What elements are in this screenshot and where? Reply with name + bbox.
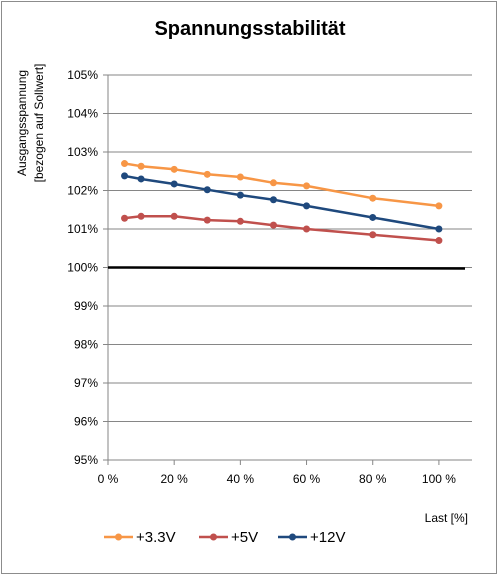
legend-item-12v: +12V: [278, 529, 345, 546]
y-tick-label: 102%: [67, 184, 98, 198]
data-point-33v: [435, 202, 443, 210]
data-point-33v: [170, 165, 178, 173]
data-point-33v: [203, 170, 211, 178]
legend-label: +5V: [231, 529, 258, 546]
series-5v: [121, 212, 443, 245]
x-tick-label: 40 %: [227, 472, 255, 486]
x-tick-label: 100 %: [422, 472, 456, 486]
x-tick-labels: 0 % 20 % 40 % 60 % 80 % 100 %: [98, 460, 456, 486]
data-point-5v: [369, 231, 377, 239]
y-tick-labels: 95% 96% 97% 98% 99% 100% 101% 102% 103% 104% 105%: [67, 68, 98, 467]
data-point-33v: [369, 194, 377, 202]
x-tick-label: 80 %: [359, 472, 387, 486]
data-point-12v: [170, 180, 178, 188]
reference-line-100: [107, 266, 466, 270]
y-tick-label: 96%: [74, 415, 98, 429]
data-point-33v: [269, 179, 277, 187]
gridlines: [108, 74, 472, 422]
y-tick-label: 104%: [67, 107, 98, 121]
y-axis-label-line-2: [bezogen auf Sollwert]: [32, 64, 46, 183]
y-axis-label-line-1: Ausgangsspannung: [15, 70, 29, 176]
y-tick-label: 103%: [67, 145, 98, 159]
y-tick-label: 98%: [74, 338, 98, 352]
x-tick-label: 0 %: [98, 472, 119, 486]
y-tick-label: 99%: [74, 299, 98, 313]
data-point-5v: [137, 212, 145, 220]
data-point-33v: [236, 173, 244, 181]
data-point-12v: [269, 196, 277, 204]
data-point-5v: [269, 221, 277, 229]
y-tick-label: 95%: [74, 453, 98, 467]
reference-line: [107, 266, 466, 270]
data-point-12v: [137, 175, 145, 183]
data-point-5v: [170, 212, 178, 220]
y-tick-label: 105%: [67, 68, 98, 82]
legend-item-5v: +5V: [199, 529, 258, 546]
data-point-12v: [236, 191, 244, 199]
series-12v: [121, 172, 443, 233]
legend: +3.3V +5V +12V: [104, 529, 345, 546]
data-point-5v: [236, 217, 244, 225]
data-point-33v: [303, 182, 311, 190]
data-point-33v: [121, 160, 129, 168]
data-point-5v: [121, 214, 129, 222]
x-axis-label: Last [%]: [425, 511, 468, 525]
x-tick-label: 60 %: [293, 472, 321, 486]
series-33v: [121, 160, 443, 210]
legend-label: +12V: [310, 529, 345, 546]
y-tick-label: 100%: [67, 261, 98, 275]
legend-swatch-marker: [115, 533, 122, 541]
y-axis-label: Ausgangsspannung [bezogen auf Sollwert]: [15, 64, 46, 183]
data-point-33v: [137, 162, 145, 170]
y-tick-label: 97%: [74, 376, 98, 390]
data-point-5v: [435, 237, 443, 245]
data-point-12v: [121, 172, 129, 180]
x-tick-label: 20 %: [161, 472, 189, 486]
legend-label: +3.3V: [136, 529, 176, 546]
legend-item-33v: +3.3V: [104, 529, 176, 546]
data-point-12v: [369, 213, 377, 221]
data-point-12v: [203, 186, 211, 194]
data-point-5v: [303, 225, 311, 233]
legend-swatch-marker: [210, 533, 217, 541]
y-tick-label: 101%: [67, 222, 98, 236]
legend-swatch-marker: [289, 533, 296, 541]
data-point-12v: [435, 225, 443, 233]
data-point-12v: [303, 202, 311, 210]
data-point-5v: [203, 216, 211, 224]
chart-title: Spannungsstabilität: [154, 18, 345, 40]
series: [121, 160, 443, 245]
